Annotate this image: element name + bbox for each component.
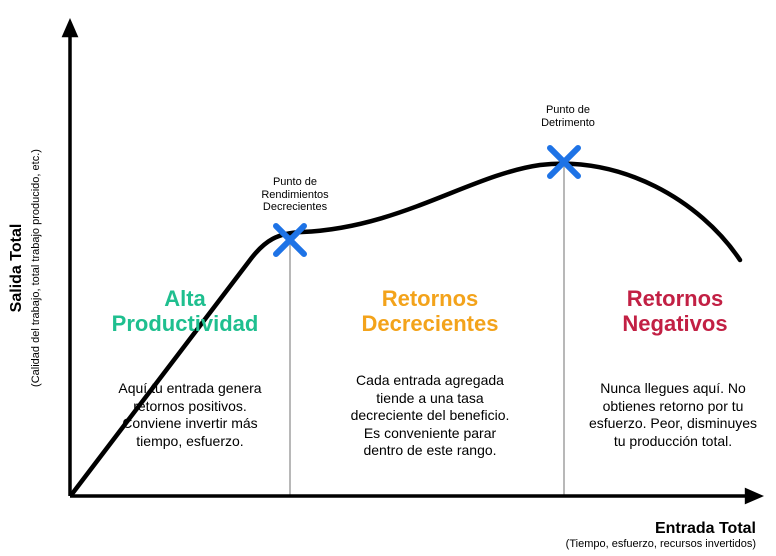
y-axis-label: Salida Total (Calidad del trabajo, total… <box>6 50 46 490</box>
y-axis-label-main: Salida Total <box>8 224 25 313</box>
x-axis-label-main: Entrada Total <box>566 520 756 538</box>
pt-diminishing-label: Punto de Rendimientos Decrecientes <box>245 176 345 214</box>
region-negative-title: Retornos Negativos <box>590 286 760 337</box>
plot-svg <box>0 0 776 556</box>
region-diminishing-title: Retornos Decrecientes <box>330 286 530 337</box>
diminishing-returns-chart: Salida Total (Calidad del trabajo, total… <box>0 0 776 556</box>
x-axis-label: Entrada Total (Tiempo, esfuerzo, recurso… <box>566 520 756 550</box>
region-high-productivity-description: Aquí tu entrada genera retornos positivo… <box>95 380 285 450</box>
region-negative-description: Nunca llegues aquí. No obtienes retorno … <box>578 380 768 450</box>
region-high-productivity-title: Alta Productividad <box>95 286 275 337</box>
region-diminishing-description: Cada entrada agregada tiende a una tasa … <box>320 372 540 460</box>
x-axis-label-sub: (Tiempo, esfuerzo, recursos invertidos) <box>566 538 756 550</box>
pt-detriment-label: Punto de Detrimento <box>528 104 608 129</box>
y-axis-label-sub: (Calidad del trabajo, total trabajo prod… <box>30 149 42 387</box>
